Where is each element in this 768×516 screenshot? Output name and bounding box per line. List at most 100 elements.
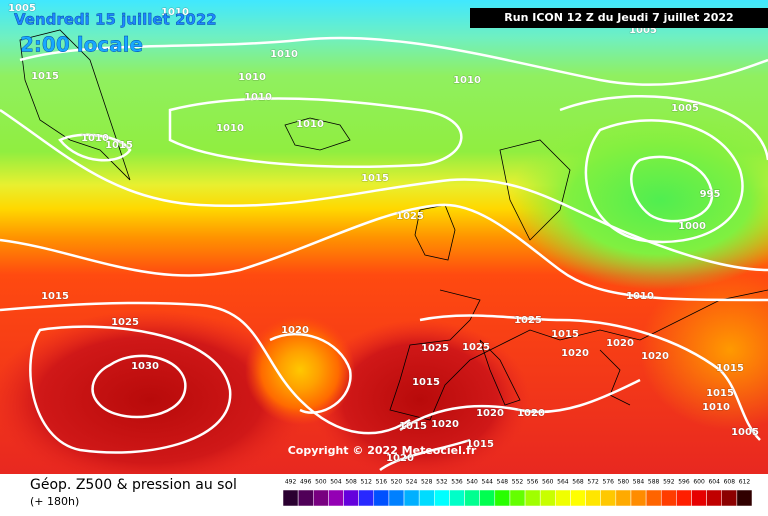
colorbar-swatch — [479, 489, 496, 507]
isobar-label: 1025 — [421, 343, 449, 354]
colorbar-swatch — [524, 489, 541, 507]
colorbar-label: 504 — [330, 479, 342, 486]
colorbar-swatch — [297, 489, 314, 507]
colorbar-swatch — [645, 489, 662, 507]
colorbar-label: 612 — [739, 479, 751, 486]
colorbar-label: 548 — [497, 479, 509, 486]
colorbar-swatch — [615, 489, 632, 507]
colorbar-label: 592 — [663, 479, 675, 486]
colorbar-label: 584 — [633, 479, 645, 486]
colorbar-label: 520 — [391, 479, 403, 486]
run-banner — [470, 8, 768, 28]
isobar-label: 1020 — [476, 408, 504, 419]
valid-date: Vendredi 15 juillet 2022 — [14, 11, 217, 29]
isobar-label: 1015 — [399, 421, 427, 432]
colorbar-swatch — [464, 489, 480, 507]
isobar-label: 1015 — [706, 388, 734, 399]
isobar-label: 1005 — [8, 3, 36, 14]
isobar-label: 1010 — [238, 72, 266, 83]
colorbar-label: 524 — [406, 479, 418, 486]
isobar-label: 1010 — [244, 92, 272, 103]
colorbar-label: 532 — [436, 479, 448, 486]
colorbar-swatch — [630, 489, 647, 507]
colorbar-label: 604 — [708, 479, 720, 486]
colorbar-swatch — [509, 489, 526, 507]
isobar-label: 1025 — [462, 342, 490, 353]
isobar-label: 1020 — [561, 348, 589, 359]
isobar-label: 1010 — [81, 133, 109, 144]
isobar-label: 1015 — [31, 71, 59, 82]
isobar-label: 1025 — [111, 317, 139, 328]
colorbar-label: 588 — [648, 479, 660, 486]
isobar-label: 1020 — [641, 351, 669, 362]
isobar-label: 1000 — [678, 221, 706, 232]
colorbar-label: 576 — [603, 479, 615, 486]
colorbar-swatch — [539, 489, 556, 507]
colorbar-label: 596 — [678, 479, 690, 486]
colorbar: 492 496 500 504 508 512 516 520 524 528 532 536 540 5… — [282, 479, 753, 507]
colorbar-swatch — [313, 489, 329, 507]
colorbar-swatch — [343, 489, 359, 507]
colorbar-label: 516 — [376, 479, 388, 486]
colorbar-swatch — [691, 489, 707, 507]
isobar-label: 1010 — [216, 123, 244, 134]
footer-title: Géop. Z500 & pression au sol — [30, 477, 237, 493]
colorbar-swatch — [282, 489, 299, 507]
colorbar-label: 512 — [360, 479, 372, 486]
colorbar-swatch — [600, 489, 617, 507]
colorbar-swatch — [494, 489, 511, 507]
colorbar-label: 608 — [724, 479, 736, 486]
colorbar-label: 572 — [587, 479, 599, 486]
colorbar-label: 508 — [345, 479, 357, 486]
colorbar-label: 560 — [542, 479, 554, 486]
isobar-label: 1010 — [296, 119, 324, 130]
colorbar-swatch — [418, 489, 435, 507]
colorbar-swatch — [373, 489, 390, 507]
isobar-label: 1020 — [386, 453, 414, 464]
colorbar-label: 564 — [557, 479, 569, 486]
isobar-label: 1020 — [281, 325, 309, 336]
isobar-label: 1010 — [453, 75, 481, 86]
colorbar-swatch — [328, 489, 344, 507]
isobar-label: 1010 — [270, 49, 298, 60]
colorbar-swatch — [706, 489, 722, 507]
isobar-label: 1020 — [517, 408, 545, 419]
isobar-label: 1015 — [466, 439, 494, 450]
isobar-label: 1005 — [731, 427, 759, 438]
colorbar-swatch — [570, 489, 586, 507]
isobar-label: 1015 — [716, 363, 744, 374]
isobar-label: 1010 — [702, 402, 730, 413]
colorbar-swatch — [660, 489, 677, 507]
isobar-label: 1025 — [514, 315, 542, 326]
isobar-label: 995 — [700, 189, 721, 200]
colorbar-label: 580 — [618, 479, 630, 486]
isobar-labels: 1005 101010051015101010101010101010051010… — [8, 3, 760, 465]
colorbar-label: 496 — [300, 479, 312, 486]
isobar-label: 1005 — [671, 103, 699, 114]
colorbar-swatch — [555, 489, 571, 507]
run-info: Run ICON 12 Z du Jeudi 7 juillet 2022 — [504, 11, 733, 24]
copyright: Copyright © 2022 Meteociel.fr — [288, 444, 477, 457]
isobar-label: 1010 — [626, 291, 654, 302]
colorbar-swatch — [403, 489, 420, 507]
colorbar-swatch — [388, 489, 405, 507]
colorbar-label: 568 — [572, 479, 584, 486]
colorbar-swatch — [434, 489, 450, 507]
isobar-label: 1025 — [396, 211, 424, 222]
colorbar-swatch — [585, 489, 601, 507]
isobar-label: 1010 — [161, 7, 189, 18]
colorbar-label: 552 — [512, 479, 524, 486]
map-field — [0, 0, 768, 490]
isobar-label: 1020 — [606, 338, 634, 349]
isobars — [0, 36, 768, 472]
colorbar-swatch — [721, 489, 738, 507]
colorbar-swatch — [676, 489, 692, 507]
isobar-label: 1015 — [551, 329, 579, 340]
isobar-label: 1015 — [361, 173, 389, 184]
colorbar-label: 536 — [451, 479, 463, 486]
isobar-label: 1015 — [105, 140, 133, 151]
colorbar-swatch — [449, 489, 465, 507]
colorbar-label: 540 — [466, 479, 478, 486]
isobar-label: 1020 — [431, 419, 459, 430]
